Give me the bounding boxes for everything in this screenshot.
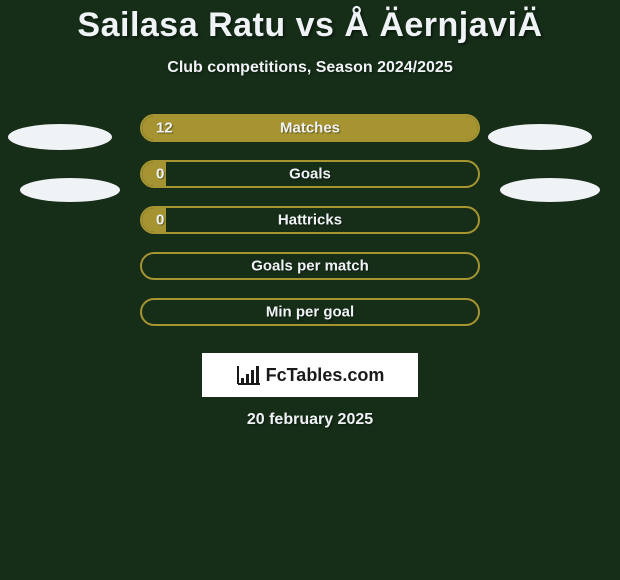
ellipse-shape [488, 124, 592, 150]
bar-label: Min per goal [142, 304, 478, 321]
ellipse-shape [20, 178, 120, 202]
stat-row: Goals per match [0, 243, 620, 289]
logo-bar [251, 370, 254, 384]
stat-bar-matches: 12 Matches [140, 114, 480, 142]
stat-bar-goals: 0 Goals [140, 160, 480, 188]
logo-chart-icon [236, 364, 262, 386]
logo-bar [246, 374, 249, 384]
ellipse-shape [8, 124, 112, 150]
logo-bar [256, 366, 259, 384]
stat-row: Min per goal [0, 289, 620, 335]
bar-label: Goals per match [142, 258, 478, 275]
bar-label: Goals [142, 166, 478, 183]
bar-value: 12 [156, 120, 173, 137]
ellipse-shape [500, 178, 600, 202]
logo-bar [241, 378, 244, 384]
stat-row: 0 Hattricks [0, 197, 620, 243]
bar-label: Hattricks [142, 212, 478, 229]
stat-bar-min-per-goal: Min per goal [140, 298, 480, 326]
logo-inner: FcTables.com [236, 364, 385, 386]
bar-value: 0 [156, 166, 164, 183]
stat-bar-goals-per-match: Goals per match [140, 252, 480, 280]
logo-text: FcTables.com [266, 365, 385, 386]
date-text: 20 february 2025 [0, 411, 620, 429]
subtitle: Club competitions, Season 2024/2025 [0, 59, 620, 77]
stat-bar-hattricks: 0 Hattricks [140, 206, 480, 234]
bar-fill [142, 116, 478, 140]
bar-value: 0 [156, 212, 164, 229]
logo-box: FcTables.com [202, 353, 418, 397]
page-title: Sailasa Ratu vs Å ÄernjaviÄ [0, 0, 620, 45]
